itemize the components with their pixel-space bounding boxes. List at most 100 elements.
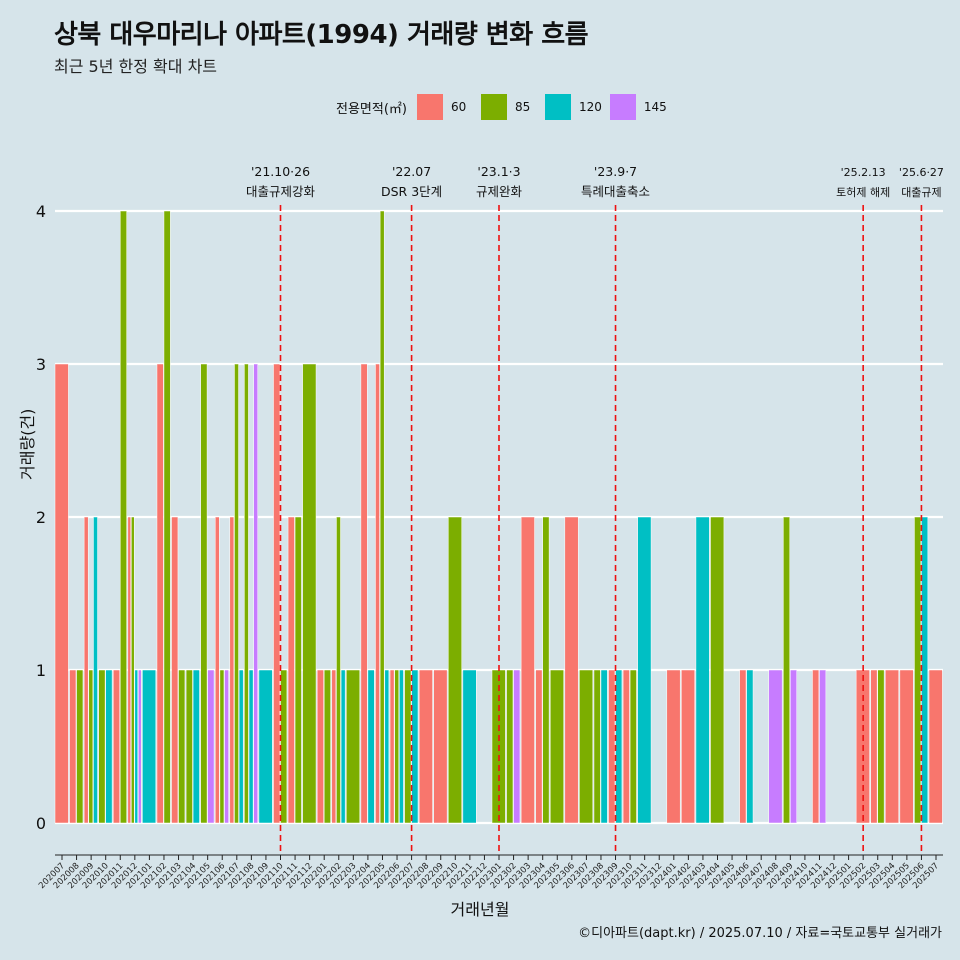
bar-60-202402 — [681, 669, 696, 824]
bar-85-202503 — [877, 669, 885, 824]
bar-60-202202 — [331, 669, 337, 824]
event-name-label: 특례대출축소 — [581, 184, 650, 199]
bar-120-202109 — [258, 669, 273, 824]
bar-120-202108 — [248, 669, 254, 824]
bar-120-202104 — [192, 669, 200, 824]
legend-item-145: 145 — [609, 94, 667, 120]
bar-120-202406 — [746, 669, 754, 824]
event-date-label: '23.9·7 — [594, 164, 637, 179]
bar-85-202506 — [914, 516, 922, 824]
bar-145-202105 — [207, 669, 215, 824]
bar-120-202205 — [384, 669, 390, 824]
bar-85-202104 — [185, 669, 193, 824]
legend-label-120: 120 — [578, 100, 602, 114]
bar-85-202203 — [346, 669, 360, 824]
bar-85-202210 — [448, 516, 462, 824]
bar-60-202504 — [885, 669, 899, 824]
bar-85-202201 — [323, 669, 331, 824]
bar-120-202311 — [637, 516, 652, 824]
bar-120-202506 — [921, 516, 929, 824]
bar-60-202102 — [156, 363, 164, 824]
legend-label-145: 145 — [643, 100, 667, 114]
event-name-label: 대출규제강화 — [246, 184, 316, 199]
bar-85-202404 — [710, 516, 725, 824]
bar-60-202106 — [214, 516, 220, 824]
bar-60-202503 — [870, 669, 878, 824]
bar-120-202309 — [615, 669, 623, 824]
bar-60-202209 — [433, 669, 448, 824]
legend-title: 전용면적(㎡) — [336, 101, 407, 117]
legend-item-85: 85 — [480, 94, 537, 120]
y-tick-label: 0 — [36, 814, 46, 833]
bar-60-202309 — [608, 669, 616, 824]
bar-60-202201 — [316, 669, 324, 824]
legend-item-60: 60 — [416, 94, 473, 120]
bar-85-202307 — [579, 669, 594, 824]
bar-120-202308 — [600, 669, 608, 824]
bar-120-202107 — [238, 669, 244, 824]
bar-85-202110 — [280, 669, 288, 824]
bar-60-202103 — [171, 516, 179, 824]
bar-85-202008 — [76, 669, 84, 824]
event-date-label: '22.07 — [392, 164, 431, 179]
bar-60-202505 — [899, 669, 914, 824]
bar-85-202010 — [98, 669, 106, 824]
bar-60-202306 — [564, 516, 579, 824]
source-caption: ©디아파트(dapt.kr) / 2025.07.10 / 자료=국토교통부 실… — [578, 926, 942, 941]
bar-85-202012 — [131, 516, 135, 824]
event-name-label: 규제완화 — [476, 184, 523, 199]
bar-145-202409 — [790, 669, 797, 824]
bar-85-202409 — [783, 516, 790, 824]
bar-60-202304 — [535, 669, 543, 824]
bar-60-202007 — [54, 363, 69, 824]
bar-145-202411 — [819, 669, 827, 824]
y-tick-label: 3 — [36, 355, 46, 374]
bar-120-202211 — [462, 669, 477, 824]
bar-85-202206 — [394, 669, 400, 824]
legend: 전용면적(㎡) 60 85 120 145 — [336, 93, 675, 121]
bar-60-202206 — [389, 669, 395, 824]
legend-label-85: 85 — [514, 100, 531, 114]
bar-85-202305 — [550, 669, 564, 824]
bar-85-202207 — [404, 669, 412, 824]
bar-60-202208 — [418, 669, 433, 824]
bar-85-202304 — [542, 516, 550, 824]
bar-60-202011 — [113, 669, 120, 824]
bar-145-202408 — [768, 669, 783, 824]
legend-label-60: 60 — [450, 100, 467, 114]
bar-85-202102 — [163, 210, 171, 824]
bar-120-202206 — [399, 669, 404, 824]
bar-145-202106 — [224, 669, 229, 824]
bar-145-202012 — [138, 669, 142, 824]
bar-60-202111 — [287, 516, 295, 824]
bar-85-202111 — [294, 516, 302, 824]
bar-85-202103 — [178, 669, 186, 824]
legend-swatch-145 — [609, 94, 636, 120]
x-axis-label: 거래년월 — [450, 900, 510, 919]
event-date-label: '25.6·27 — [899, 166, 944, 179]
bar-120-202202 — [340, 669, 346, 824]
bar-120-202009 — [93, 516, 98, 824]
bar-120-202207 — [411, 669, 419, 824]
event-name-label: DSR 3단계 — [381, 184, 442, 199]
legend-item-120: 120 — [544, 94, 602, 120]
event-name-label: 대출규제 — [901, 186, 941, 199]
legend-swatch-120 — [544, 94, 571, 120]
bar-145-202302 — [513, 669, 521, 824]
bar-120-202101 — [142, 669, 157, 824]
legend-swatch-60 — [416, 94, 443, 120]
bar-85-202106 — [219, 669, 225, 824]
bar-85-202202 — [336, 516, 341, 824]
bar-60-202303 — [520, 516, 535, 824]
event-date-label: '21.10·26 — [251, 164, 310, 179]
event-name-label: 토허제 해제 — [836, 185, 890, 199]
bar-85-202011 — [120, 210, 127, 824]
bar-85-202107 — [234, 363, 239, 824]
bar-60-202411 — [812, 669, 820, 824]
chart-subtitle: 최근 5년 한정 확대 차트 — [54, 57, 218, 76]
bar-60-202012 — [127, 516, 131, 824]
bar-60-202110 — [273, 363, 281, 824]
bar-85-202105 — [200, 363, 208, 824]
bar-60-202008 — [69, 669, 77, 824]
bar-85-202302 — [506, 669, 514, 824]
